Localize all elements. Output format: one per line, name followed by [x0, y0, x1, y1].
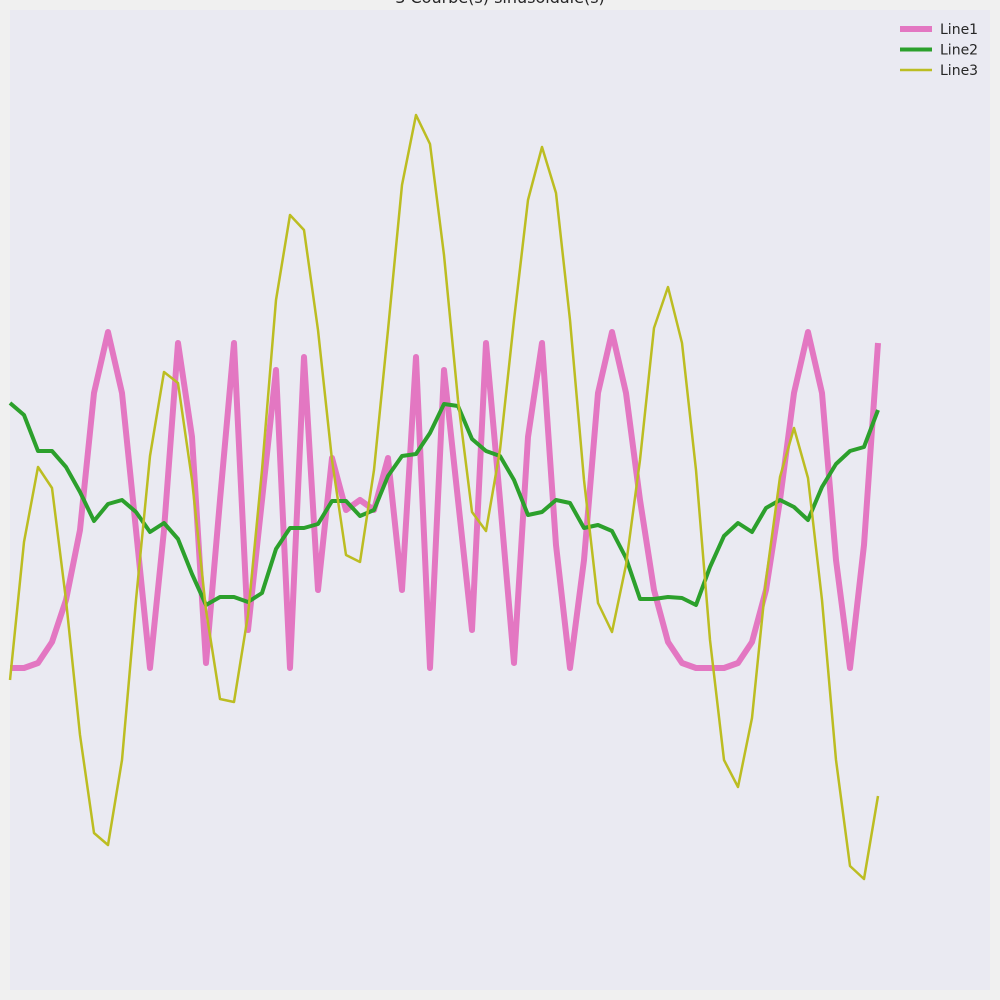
line-series	[8, 401, 880, 607]
legend-label: Line2	[940, 43, 978, 59]
line-series	[8, 113, 880, 881]
chart-title: 3 Courbe(s) sinusoïdale(s)	[395, 0, 605, 7]
line-series	[10, 329, 881, 671]
legend-label: Line3	[940, 63, 978, 79]
legend-label: Line1	[940, 22, 978, 38]
